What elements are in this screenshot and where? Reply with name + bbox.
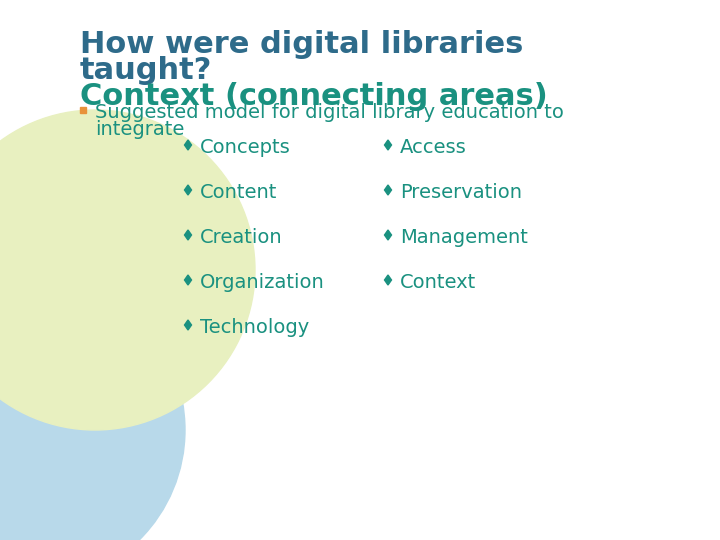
Text: Organization: Organization bbox=[200, 273, 325, 292]
Text: Concepts: Concepts bbox=[200, 138, 291, 157]
Text: Context: Context bbox=[400, 273, 476, 292]
Text: Access: Access bbox=[400, 138, 467, 157]
Polygon shape bbox=[184, 185, 192, 195]
Text: Technology: Technology bbox=[200, 318, 310, 337]
Text: Suggested model for digital library education to: Suggested model for digital library educ… bbox=[95, 103, 564, 122]
Polygon shape bbox=[184, 275, 192, 285]
Circle shape bbox=[0, 275, 185, 540]
Text: How were digital libraries: How were digital libraries bbox=[80, 30, 523, 59]
Polygon shape bbox=[184, 320, 192, 330]
Polygon shape bbox=[184, 140, 192, 150]
Text: Creation: Creation bbox=[200, 228, 283, 247]
Text: Preservation: Preservation bbox=[400, 183, 522, 202]
Polygon shape bbox=[384, 140, 392, 150]
Text: Management: Management bbox=[400, 228, 528, 247]
Text: integrate: integrate bbox=[95, 120, 184, 139]
Polygon shape bbox=[384, 275, 392, 285]
Text: taught?: taught? bbox=[80, 56, 212, 85]
Circle shape bbox=[0, 110, 255, 430]
Polygon shape bbox=[384, 230, 392, 240]
Text: Content: Content bbox=[200, 183, 277, 202]
Text: Context (connecting areas): Context (connecting areas) bbox=[80, 82, 548, 111]
Polygon shape bbox=[384, 185, 392, 195]
Polygon shape bbox=[184, 230, 192, 240]
